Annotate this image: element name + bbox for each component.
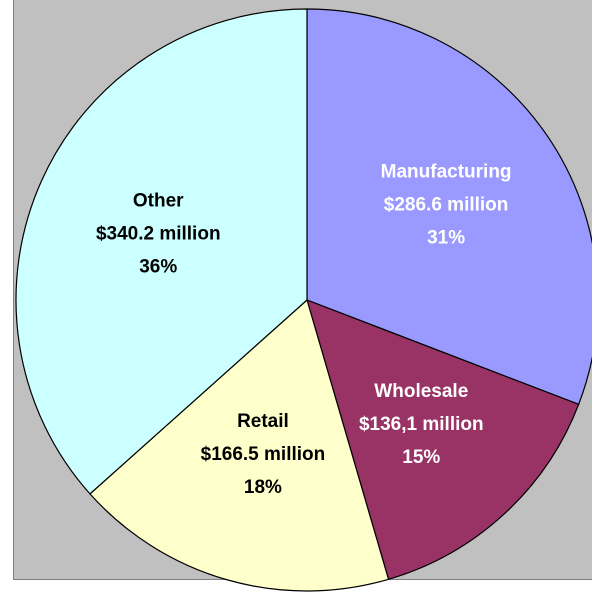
slice-value-text: $166.5 million [201,444,326,465]
slice-label-other: Other $340.2 million 36% [96,190,221,277]
slice-label-wholesale: Wholesale $136,1 million 15% [359,381,484,468]
slice-value-text: $136,1 million [359,414,484,435]
slice-category-text: Wholesale [374,381,468,402]
slice-value-text: $340.2 million [96,223,221,244]
pie-slice-manufacturing [306,8,592,406]
slice-percent-text: 31% [427,227,465,248]
slice-percent-text: 36% [139,256,177,277]
slice-category-text: Other [133,190,184,211]
slice-percent-text: 18% [244,477,282,498]
slice-percent-text: 15% [402,447,440,468]
pie-slice-retail [89,298,390,592]
slice-category-text: Retail [237,411,289,432]
pie-slice-wholesale [306,299,580,581]
slice-label-manufacturing: Manufacturing $286.6 million 31% [381,161,512,248]
pie-slice-other [15,8,308,495]
slice-value-text: $286.6 million [384,194,509,215]
slice-label-retail: Retail $166.5 million 18% [201,411,326,498]
slice-category-text: Manufacturing [381,161,512,182]
